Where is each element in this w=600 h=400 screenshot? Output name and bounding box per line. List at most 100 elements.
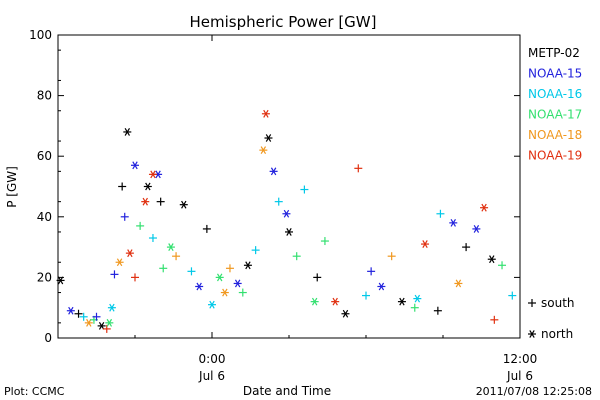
data-point-north bbox=[56, 276, 65, 285]
data-point-north bbox=[141, 197, 150, 206]
data-point-north bbox=[97, 321, 106, 330]
legend: METP-02 NOAA-15 NOAA-16 NOAA-17 NOAA-18 NOAA-… bbox=[528, 46, 582, 163]
data-point-north bbox=[261, 109, 270, 118]
data-point-north bbox=[107, 303, 116, 312]
data-point-north bbox=[377, 282, 386, 291]
legend-entry: NOAA-17 bbox=[528, 108, 582, 122]
data-point-south bbox=[131, 273, 139, 282]
data-point-south bbox=[387, 252, 396, 261]
data-point-south bbox=[251, 246, 260, 255]
x-tick-time: 12:00 bbox=[503, 352, 538, 366]
legend-entry: METP-02 bbox=[528, 46, 580, 60]
data-point-north bbox=[269, 167, 278, 176]
data-point-north bbox=[123, 128, 132, 136]
plot-timestamp: 2011/07/08 12:25:08 bbox=[476, 385, 592, 398]
data-point-north bbox=[233, 279, 242, 288]
y-tick-label: 40 bbox=[37, 210, 52, 224]
data-point-south bbox=[292, 252, 301, 261]
legend-entry: NOAA-16 bbox=[528, 87, 582, 101]
data-point-north bbox=[131, 161, 139, 170]
marker-legend-symbol-south bbox=[528, 299, 536, 307]
marker-legend-label: north bbox=[541, 327, 573, 341]
data-point-south bbox=[410, 303, 419, 312]
data-point-south bbox=[148, 234, 157, 243]
chart-title: Hemispheric Power [GW] bbox=[190, 13, 377, 31]
marker-legend-label: south bbox=[541, 296, 575, 310]
x-axis-label: Date and Time bbox=[243, 384, 331, 398]
data-point-south bbox=[79, 312, 88, 321]
x-tick-date: Jul 6 bbox=[198, 369, 225, 383]
data-point-south bbox=[436, 209, 445, 218]
data-point-north bbox=[220, 288, 229, 297]
data-point-south bbox=[120, 212, 129, 221]
data-point-south bbox=[508, 291, 517, 300]
plot-credit: Plot: CCMC bbox=[4, 385, 65, 398]
data-point-north bbox=[84, 318, 93, 327]
data-point-south bbox=[92, 312, 101, 321]
data-point-south bbox=[300, 185, 309, 194]
data-point-south bbox=[320, 237, 329, 246]
y-tick-label: 0 bbox=[44, 331, 52, 345]
y-tick-label: 20 bbox=[37, 270, 52, 284]
data-point-north bbox=[310, 297, 319, 306]
data-point-south bbox=[498, 261, 507, 270]
data-point-north bbox=[454, 279, 463, 288]
data-point-north bbox=[125, 249, 134, 258]
data-point-north bbox=[397, 297, 406, 306]
y-axis-label: P [GW] bbox=[5, 166, 19, 208]
data-point-north bbox=[66, 306, 75, 315]
data-point-north bbox=[243, 261, 252, 270]
data-point-south bbox=[274, 197, 283, 206]
data-point-south bbox=[367, 267, 376, 276]
y-tick-label: 80 bbox=[37, 89, 52, 103]
data-point-south bbox=[156, 197, 165, 206]
data-point-north bbox=[331, 297, 340, 306]
data-point-north bbox=[285, 228, 293, 236]
data-point-north bbox=[421, 240, 430, 248]
data-point-south bbox=[136, 221, 145, 230]
data-point-north bbox=[215, 273, 224, 282]
data-point-south bbox=[74, 309, 83, 318]
data-point-south bbox=[102, 324, 111, 333]
x-tick-date: Jul 6 bbox=[506, 369, 533, 383]
data-point-north bbox=[166, 243, 175, 252]
data-point-south bbox=[362, 291, 370, 300]
data-point-north bbox=[179, 200, 188, 209]
data-points bbox=[56, 109, 517, 333]
y-axis-ticks: 0 20 40 60 80 100 bbox=[29, 28, 520, 345]
data-point-south bbox=[225, 264, 234, 273]
data-point-south bbox=[118, 182, 127, 191]
data-point-south bbox=[238, 288, 247, 297]
data-point-north bbox=[264, 134, 273, 142]
data-point-north bbox=[413, 294, 422, 303]
data-point-north bbox=[115, 258, 124, 267]
data-point-north bbox=[148, 170, 157, 179]
data-point-south bbox=[490, 315, 499, 324]
data-point-north bbox=[259, 146, 268, 155]
data-point-north bbox=[472, 225, 481, 233]
data-point-south bbox=[172, 252, 181, 261]
data-point-south bbox=[202, 224, 211, 233]
data-point-south bbox=[110, 270, 119, 279]
data-point-north bbox=[282, 209, 291, 218]
data-point-north bbox=[143, 182, 152, 191]
y-tick-label: 100 bbox=[29, 28, 52, 42]
x-tick-time: 0:00 bbox=[199, 352, 226, 366]
data-point-north bbox=[480, 203, 489, 212]
y-tick-label: 60 bbox=[37, 149, 52, 163]
data-point-south bbox=[159, 264, 168, 273]
data-point-south bbox=[313, 273, 322, 282]
legend-entry: NOAA-19 bbox=[528, 149, 582, 163]
marker-legend-symbol-north bbox=[528, 330, 536, 338]
data-point-south bbox=[433, 306, 442, 315]
data-point-south bbox=[187, 267, 196, 276]
data-point-north bbox=[449, 218, 458, 227]
data-point-south bbox=[462, 243, 471, 252]
data-point-north bbox=[208, 300, 216, 309]
plot-frame bbox=[57, 34, 521, 339]
marker-legend: south north bbox=[528, 296, 575, 341]
data-point-north bbox=[341, 309, 350, 318]
data-point-north bbox=[105, 318, 114, 327]
